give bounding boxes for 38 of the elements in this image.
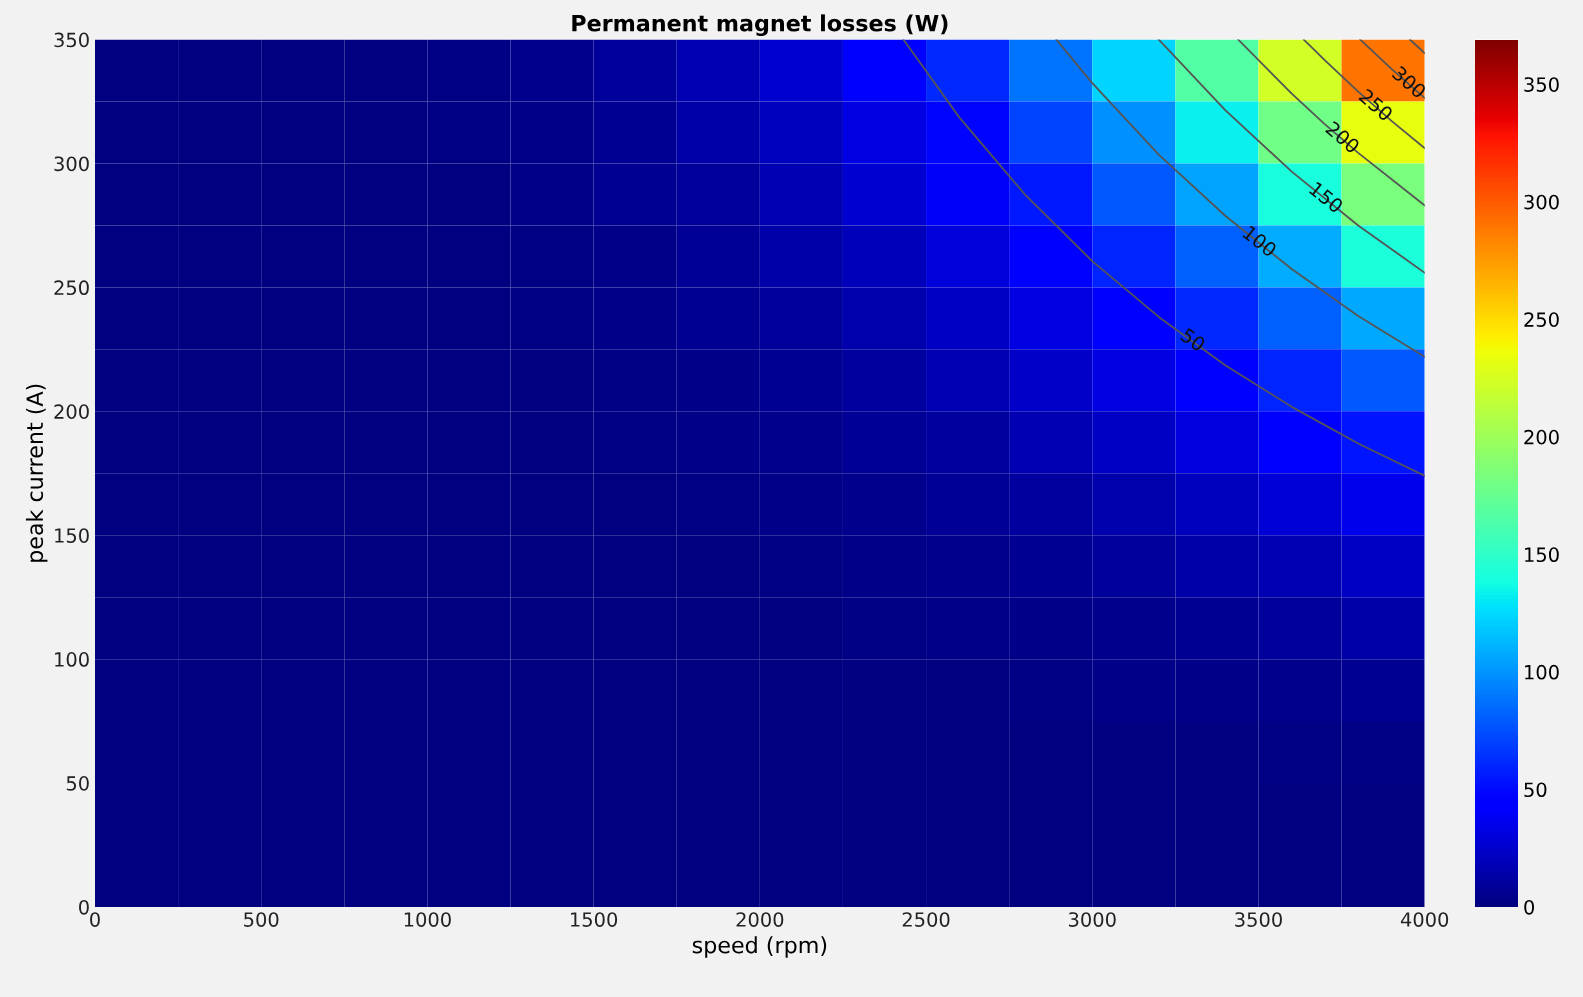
color-bar-label: 250 bbox=[1524, 312, 1559, 327]
color-bar-label: 150 bbox=[1525, 547, 1559, 563]
y-tick-label: 150 bbox=[55, 528, 89, 543]
color-bar-label: 350 bbox=[1524, 77, 1559, 92]
x-tick-label: 3500 bbox=[1235, 912, 1282, 927]
y-tick-label: 300 bbox=[54, 156, 89, 172]
color-bar-label: 50 bbox=[1524, 782, 1547, 798]
x-tick-label: 0 bbox=[90, 912, 100, 927]
color-bar-label: 200 bbox=[1524, 429, 1559, 445]
color-bar-label: 300 bbox=[1524, 194, 1559, 210]
y-tick-label: 350 bbox=[54, 32, 89, 48]
text: 250 bbox=[1358, 88, 1394, 122]
text: 50 bbox=[1179, 327, 1207, 353]
x-tick-label: 4000 bbox=[1400, 912, 1449, 927]
y-tick-label: 100 bbox=[55, 652, 89, 667]
text: 200 bbox=[1324, 120, 1361, 155]
x-tick-label: 2000 bbox=[736, 912, 784, 927]
x-tick-label: 500 bbox=[244, 912, 279, 927]
x-tick-label: 1000 bbox=[404, 912, 451, 927]
color-bar-label: 0 bbox=[1524, 899, 1535, 915]
y-tick-label: 50 bbox=[66, 776, 89, 791]
y-tick-label: 0 bbox=[79, 899, 89, 915]
chart-title: Permanent magnet losses (W) bbox=[572, 14, 948, 37]
y-axis-title: peak current (A) bbox=[25, 384, 48, 562]
line-series bbox=[902, 39, 1425, 477]
line-series bbox=[1157, 39, 1425, 274]
y-tick-label: 200 bbox=[54, 404, 89, 419]
x-tick-label: 1500 bbox=[571, 912, 618, 927]
text: 100 bbox=[1242, 225, 1278, 258]
x-tick-label: 2500 bbox=[902, 912, 950, 927]
x-tick-label: 3000 bbox=[1069, 912, 1116, 927]
text: 300 bbox=[1391, 65, 1428, 100]
y-tick-label: 250 bbox=[54, 280, 89, 296]
color-bar-label: 100 bbox=[1525, 664, 1559, 680]
x-axis-title: speed (rpm) bbox=[692, 936, 827, 958]
line-series bbox=[1302, 39, 1425, 150]
text: 150 bbox=[1308, 181, 1345, 214]
line-series bbox=[1055, 39, 1425, 358]
